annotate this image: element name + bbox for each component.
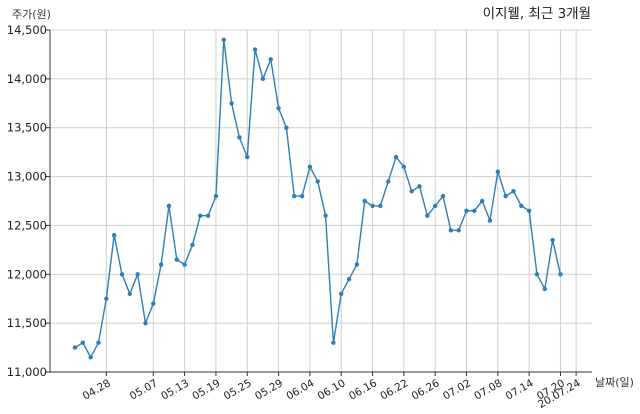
data-point bbox=[237, 135, 242, 140]
data-point bbox=[111, 233, 117, 238]
data-point bbox=[182, 262, 187, 267]
y-tick-label: 13,000 bbox=[7, 170, 47, 184]
y-tick-label: 11,500 bbox=[7, 316, 47, 330]
data-point bbox=[323, 213, 328, 218]
y-tick-label: 14,000 bbox=[7, 72, 47, 86]
data-point bbox=[135, 272, 140, 277]
y-tick-label: 12,000 bbox=[7, 267, 47, 281]
data-point bbox=[534, 272, 540, 277]
data-point bbox=[276, 105, 281, 111]
data-point bbox=[72, 345, 78, 350]
data-point bbox=[440, 193, 446, 199]
data-point bbox=[519, 203, 524, 209]
data-point bbox=[354, 262, 360, 267]
data-point bbox=[174, 257, 179, 262]
data-point bbox=[260, 76, 266, 82]
data-point bbox=[198, 213, 203, 218]
y-axis-label: 주가(원) bbox=[12, 8, 51, 21]
data-point bbox=[307, 164, 313, 169]
data-point bbox=[166, 203, 172, 209]
data-point bbox=[487, 218, 493, 223]
series-layer bbox=[72, 37, 563, 360]
data-point bbox=[119, 272, 125, 277]
data-point bbox=[252, 47, 258, 52]
data-point bbox=[127, 291, 133, 297]
y-tick-label: 12,500 bbox=[7, 218, 47, 232]
data-point bbox=[401, 164, 407, 169]
data-point bbox=[284, 125, 289, 130]
x-tick-label: 04.28 bbox=[81, 377, 113, 402]
data-point bbox=[448, 228, 454, 233]
x-tick-label: 06.04 bbox=[284, 377, 316, 403]
data-point bbox=[558, 272, 563, 277]
data-point bbox=[190, 242, 195, 248]
x-tick-label: 07.08 bbox=[472, 377, 504, 402]
data-point bbox=[362, 198, 367, 204]
data-point bbox=[346, 276, 352, 282]
data-point bbox=[542, 286, 547, 292]
x-tick-label: 05.13 bbox=[159, 377, 191, 402]
data-point bbox=[495, 169, 501, 174]
data-point bbox=[104, 296, 109, 301]
data-point bbox=[511, 189, 516, 194]
data-point bbox=[393, 154, 399, 160]
x-tick-label: 06.16 bbox=[347, 377, 379, 403]
data-point bbox=[456, 228, 461, 233]
data-point bbox=[245, 154, 250, 160]
data-point bbox=[143, 320, 148, 326]
data-point bbox=[479, 198, 485, 204]
data-point bbox=[386, 179, 391, 184]
data-point bbox=[292, 193, 297, 199]
y-tick-label: 11,000 bbox=[7, 365, 47, 379]
x-tick-label: 07.02 bbox=[441, 377, 473, 402]
x-tick-label: 05.07 bbox=[128, 377, 160, 402]
data-point bbox=[221, 37, 226, 42]
x-tick-label: 05.29 bbox=[253, 377, 285, 402]
data-point bbox=[299, 193, 305, 199]
chart-title: 이지웰, 최근 3개월 bbox=[483, 6, 591, 22]
x-tick-label: 07.14 bbox=[504, 377, 536, 403]
data-point bbox=[370, 203, 375, 209]
grid bbox=[50, 29, 592, 373]
data-point bbox=[205, 213, 211, 218]
y-tick-label: 14,500 bbox=[7, 23, 47, 37]
data-point bbox=[229, 101, 234, 106]
data-point bbox=[526, 208, 532, 213]
data-point bbox=[464, 208, 469, 213]
data-point bbox=[417, 184, 422, 189]
data-point bbox=[268, 57, 273, 62]
data-point bbox=[550, 237, 555, 243]
data-point bbox=[339, 291, 344, 297]
data-point bbox=[331, 340, 336, 345]
data-point bbox=[80, 340, 86, 345]
data-point bbox=[425, 213, 430, 218]
data-point bbox=[472, 208, 477, 213]
axes: 11,000 11,500 12,000 12,500 13,000 13,500 14,0… bbox=[7, 23, 592, 411]
data-point bbox=[151, 301, 156, 306]
x-tick-label: 05.19 bbox=[190, 377, 222, 402]
data-point bbox=[503, 193, 508, 199]
data-point bbox=[96, 340, 101, 345]
data-point bbox=[409, 189, 414, 194]
data-point bbox=[213, 193, 219, 199]
data-point bbox=[88, 355, 93, 360]
data-point bbox=[378, 203, 383, 209]
x-tick-label: 06.22 bbox=[378, 377, 410, 402]
x-tick-label: 06.10 bbox=[316, 377, 348, 402]
data-point bbox=[315, 179, 320, 184]
x-axis-label: 날짜(일) bbox=[595, 375, 634, 389]
data-point bbox=[432, 203, 438, 209]
series-line bbox=[74, 39, 562, 359]
y-tick-label: 13,500 bbox=[7, 121, 47, 135]
x-tick-label: 05.25 bbox=[222, 377, 254, 402]
data-point bbox=[158, 262, 164, 267]
x-tick-label: 06.26 bbox=[410, 377, 442, 403]
